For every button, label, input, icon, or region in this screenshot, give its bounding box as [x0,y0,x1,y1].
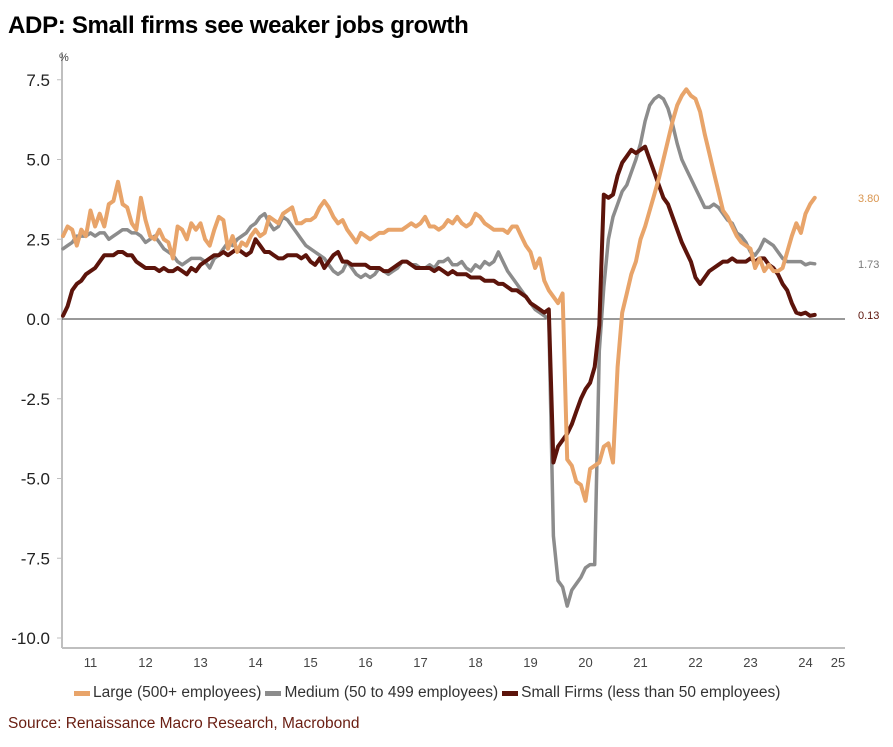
x-tick-label: 24 [798,655,812,670]
x-tick-label: 25 [831,655,845,670]
y-tick-label: -7.5 [21,549,50,568]
x-tick-label: 22 [688,655,702,670]
y-tick-label: 7.5 [26,71,50,90]
x-tick-label: 16 [358,655,372,670]
x-tick-label: 23 [743,655,757,670]
series-large-end-label: 3.80 [858,193,879,205]
y-tick-label: 0.0 [26,310,50,329]
y-tick-label: -10.0 [11,629,50,648]
series-medium-end-label: 1.73 [858,259,879,271]
legend-label-small: Small Firms (less than 50 employees) [521,684,781,701]
x-tick-label: 17 [413,655,427,670]
source-note: Source: Renaissance Macro Research, Macr… [8,715,360,732]
y-tick-label: -2.5 [21,390,50,409]
axes: % 7.5 5.0 2.5 0.0 -2.5 -5.0 -7.5 -10.0 11 12 13 14 15… [11,52,845,670]
x-tick-label: 18 [468,655,482,670]
x-tick-label: 15 [303,655,317,670]
legend: Large (500+ employees) Medium (50 to 499… [74,684,784,702]
chart-title: ADP: Small firms see weaker jobs growth [8,12,469,39]
x-tick-label: 11 [84,655,98,670]
legend-item-medium[interactable]: Medium (50 to 499 employees) [265,684,498,702]
x-tick-label: 21 [633,655,647,670]
x-tick-label: 14 [248,655,262,670]
series-medium-line [61,93,817,608]
series-layer [61,87,817,608]
end-labels: 3.80 1.73 0.13 [858,193,879,322]
legend-swatch-large [74,690,90,696]
line-chart: % 7.5 5.0 2.5 0.0 -2.5 -5.0 -7.5 -10.0 11 12 13 14 15… [11,52,879,670]
series-small-line [61,144,817,465]
x-tick-label: 19 [523,655,537,670]
series-small-end-label: 0.13 [858,310,879,322]
y-tick-label: 2.5 [26,230,50,249]
y-unit-label: % [59,52,69,64]
legend-swatch-medium [265,690,282,696]
y-tick-label: -5.0 [21,470,50,489]
y-tick-label: 5.0 [26,151,50,170]
x-tick-label: 13 [193,655,207,670]
legend-item-large[interactable]: Large (500+ employees) [74,684,261,702]
legend-label-medium: Medium (50 to 499 employees) [284,684,499,701]
legend-swatch-small [502,690,519,696]
legend-item-small[interactable]: Small Firms (less than 50 employees) [502,684,780,702]
legend-label-large: Large (500+ employees) [93,684,262,701]
x-tick-label: 12 [138,655,152,670]
x-tick-label: 20 [578,655,592,670]
series-large-line [61,87,817,503]
